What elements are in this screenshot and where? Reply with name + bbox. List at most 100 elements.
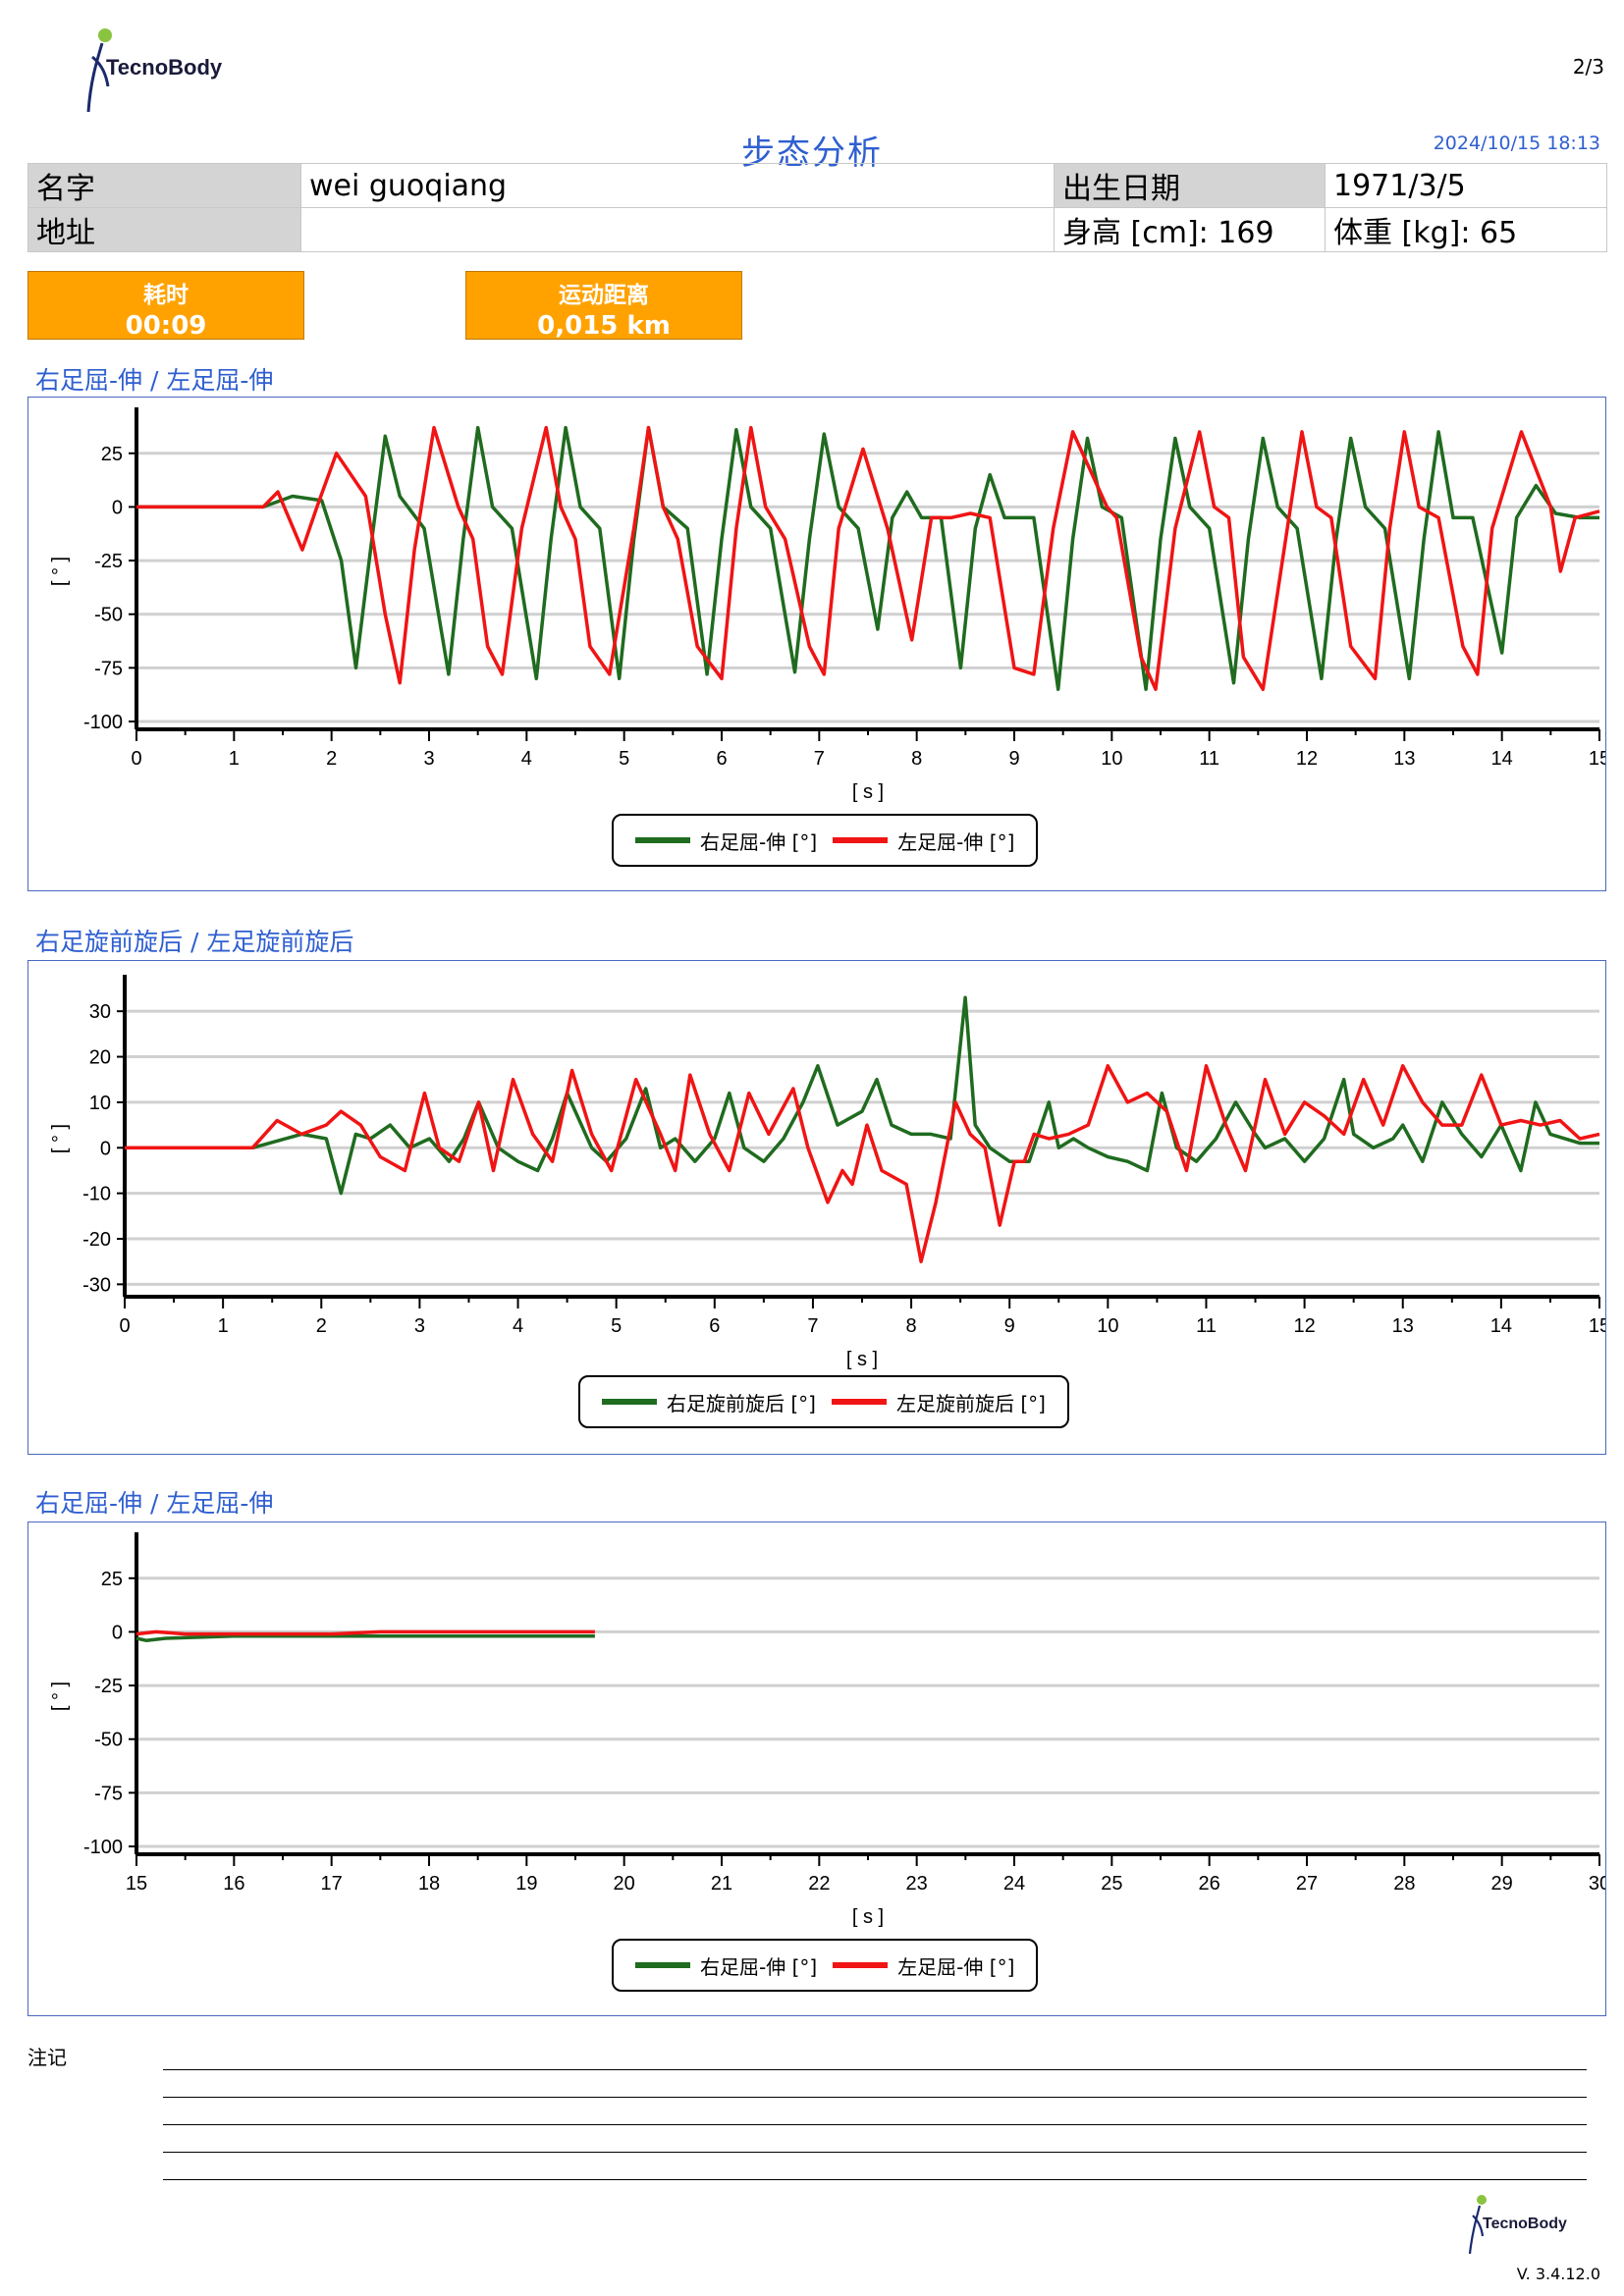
y-tick-label: -30 [82,1274,111,1296]
x-tick-label: 7 [807,1315,818,1337]
x-tick-label: 24 [1003,1873,1025,1895]
x-tick-label: 29 [1491,1873,1513,1895]
y-tick-label: 0 [112,1622,123,1643]
series-line-left [135,1629,595,1636]
x-tick-label: 0 [119,1315,130,1337]
x-tick-label: 13 [1392,1315,1414,1337]
legend-swatch-right [635,1962,690,1968]
page-number: 2/3 [1572,55,1604,79]
legend-swatch-right [602,1399,657,1405]
name-value: wei guoqiang [300,163,1055,208]
x-tick-label: 19 [515,1873,537,1895]
x-tick-label: 16 [223,1873,244,1895]
x-tick-label: 6 [709,1315,720,1337]
y-tick-label: -25 [94,551,123,572]
legend-swatch-left [831,1399,887,1405]
legend-label-right: 右足屈-伸 [°] [700,829,818,854]
x-tick-label: 14 [1491,748,1513,770]
x-tick-label: 5 [619,748,629,770]
y-axis-label: [ ° ] [49,1124,71,1153]
series-line-left [125,1064,1600,1263]
x-tick-label: 30 [1589,1873,1605,1895]
notes-line[interactable] [163,2097,1587,2098]
distance-badge: 运动距离 0,015 km [465,271,742,341]
x-tick-label: 12 [1296,748,1318,770]
x-tick-label: 13 [1393,748,1415,770]
x-tick-label: 20 [614,1873,635,1895]
brand-logo-text: TecnoBody [106,55,223,80]
y-tick-label: 25 [101,444,123,465]
x-tick-label: 1 [218,1315,229,1337]
legend-label-right: 右足屈-伸 [°] [700,1954,818,1979]
legend-label-left: 左足旋前旋后 [°] [895,1391,1046,1415]
x-tick-label: 4 [521,748,532,770]
legend-item-left: 左足屈-伸 [°] [833,827,1014,855]
x-axis-label: [ s ] [846,1349,878,1370]
legend-swatch-right [635,837,690,843]
logo-figure-icon [1468,2205,1485,2255]
x-tick-label: 6 [716,748,727,770]
x-tick-label: 7 [814,748,825,770]
weight-value: 体重 [kg]: 65 [1325,207,1607,252]
x-tick-label: 3 [414,1315,425,1337]
y-tick-label: 10 [89,1093,111,1114]
x-tick-label: 21 [711,1873,732,1895]
legend-item-right: 右足旋前旋后 [°] [602,1388,816,1416]
chart1-section-title: 右足屈-伸 / 左足屈-伸 [35,366,274,395]
y-axis-label: [ ° ] [49,1682,71,1711]
y-tick-label: -50 [94,605,123,626]
y-tick-label: -100 [83,1837,123,1858]
x-tick-label: 28 [1393,1873,1415,1895]
legend-item-left: 左足旋前旋后 [°] [831,1388,1046,1416]
y-tick-label: -10 [82,1184,111,1205]
x-tick-label: 25 [1101,1873,1122,1895]
x-tick-label: 11 [1196,1315,1217,1337]
y-axis-label: [ ° ] [49,557,71,586]
duration-badge: 耗时 00:09 [27,271,304,341]
x-tick-label: 17 [321,1873,343,1895]
x-tick-label: 5 [611,1315,622,1337]
duration-label: 耗时 [143,283,189,308]
patient-info-table: 名字 wei guoqiang 出生日期 1971/3/5 地址 身高 [cm]… [27,163,1607,252]
notes-line[interactable] [163,2069,1587,2070]
y-tick-label: -75 [94,658,123,679]
y-tick-label: 25 [101,1569,123,1590]
notes-line[interactable] [163,2152,1587,2153]
duration-value: 00:09 [125,311,207,341]
notes-line[interactable] [163,2179,1587,2180]
y-tick-label: 0 [100,1138,111,1159]
x-axis-label: [ s ] [852,781,884,803]
logo-dot-icon [98,28,112,42]
x-tick-label: 22 [808,1873,830,1895]
legend-label-left: 左足屈-伸 [°] [897,1954,1015,1979]
x-tick-label: 4 [513,1315,523,1337]
series-line-right [135,1634,595,1642]
legend-swatch-left [833,837,889,843]
x-tick-label: 26 [1199,1873,1220,1895]
chart2-legend: 右足旋前旋后 [°] 左足旋前旋后 [°] [578,1375,1069,1428]
notes-line[interactable] [163,2124,1587,2125]
dob-value: 1971/3/5 [1325,163,1607,208]
x-tick-label: 12 [1293,1315,1315,1337]
chart2-section-title: 右足旋前旋后 / 左足旋前旋后 [35,928,354,956]
y-tick-label: -100 [83,712,123,733]
x-tick-label: 2 [316,1315,327,1337]
x-axis-label: [ s ] [852,1906,884,1928]
y-tick-label: 0 [112,497,123,518]
distance-label: 运动距离 [559,283,649,308]
x-tick-label: 23 [906,1873,928,1895]
x-tick-label: 15 [1589,748,1605,770]
address-value [300,207,1055,252]
legend-item-right: 右足屈-伸 [°] [635,827,817,855]
x-tick-label: 2 [326,748,337,770]
version-label: V. 3.4.12.0 [1516,2265,1600,2283]
footer-logo-text: TecnoBody [1483,2216,1567,2232]
x-tick-label: 8 [906,1315,917,1337]
y-tick-label: -25 [94,1676,123,1697]
chart2-panel: 30 20 10 0 -10 -20 -30 0 1 2 3 4 5 6 7 8 9 10 11 12 13 14 15[ … [27,960,1606,1455]
y-tick-label: -50 [94,1730,123,1751]
x-tick-label: 15 [1589,1315,1605,1337]
